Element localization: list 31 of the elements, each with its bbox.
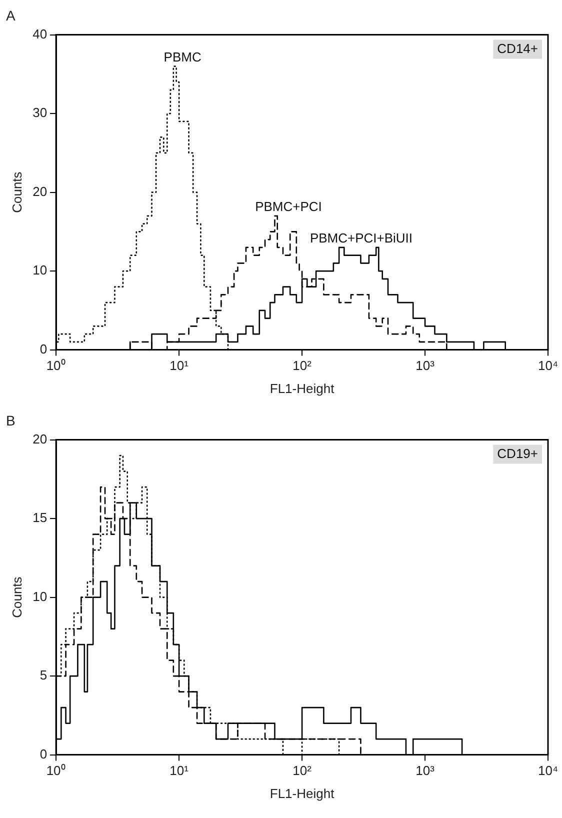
x-tick-label: 10² xyxy=(292,763,312,778)
y-tick-label: 20 xyxy=(32,431,48,446)
y-tick-label: 15 xyxy=(32,510,48,526)
chart-title: B xyxy=(6,412,16,428)
x-tick-label: 10⁰ xyxy=(46,763,66,778)
y-tick-label: 10 xyxy=(32,588,48,604)
y-tick-label: 40 xyxy=(32,26,48,42)
series-label: PBMC+PCI+BiUII xyxy=(310,230,413,246)
x-tick-label: 10⁴ xyxy=(538,358,558,374)
annotation: CD14+ xyxy=(497,40,538,56)
chart-title: A xyxy=(6,7,16,24)
y-tick-label: 20 xyxy=(32,184,48,199)
y-axis-title: Counts xyxy=(9,576,24,618)
x-tick-label: 10³ xyxy=(416,763,436,778)
x-axis-title: FL1-Height xyxy=(270,380,335,396)
x-tick-label: 10³ xyxy=(416,358,436,374)
x-tick-label: 10¹ xyxy=(170,763,190,778)
x-tick-label: 10⁰ xyxy=(46,358,66,374)
y-tick-label: 10 xyxy=(32,262,48,278)
series-label: PBMC+PCI xyxy=(255,199,322,214)
series-label: PBMC xyxy=(164,49,202,64)
annotation: CD19+ xyxy=(497,446,538,461)
y-tick-label: 0 xyxy=(40,746,48,762)
x-tick-label: 10¹ xyxy=(170,358,190,374)
x-tick-label: 10⁴ xyxy=(538,763,558,778)
x-axis-title: FL1-Height xyxy=(270,786,335,801)
y-tick-label: 0 xyxy=(40,341,48,356)
y-axis-title: Counts xyxy=(9,171,24,213)
y-tick-label: 30 xyxy=(32,105,48,120)
x-tick-label: 10² xyxy=(292,358,312,374)
y-tick-label: 5 xyxy=(40,668,48,683)
